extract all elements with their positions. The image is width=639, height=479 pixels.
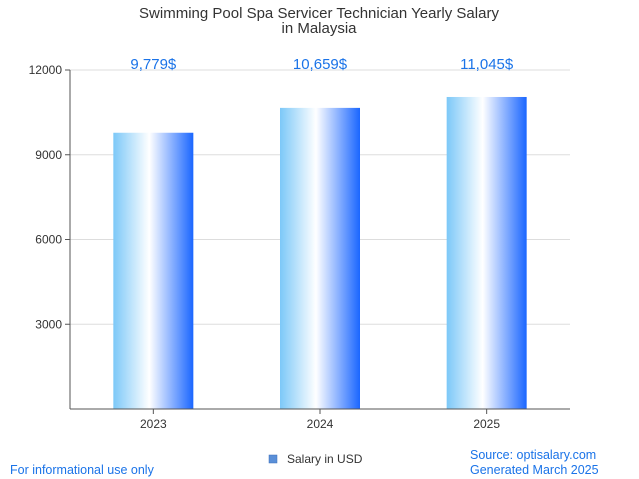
legend: Salary in USD: [268, 452, 363, 466]
y-tick-label: 12000: [29, 63, 63, 77]
y-axis-ticks: 3000 6000 9000 12000: [29, 63, 70, 331]
disclaimer-text: For informational use only: [10, 463, 155, 477]
data-label-2025: 11,045$: [460, 56, 514, 73]
x-tick-label-2024: 2024: [307, 417, 334, 431]
x-tick-label-2025: 2025: [473, 417, 500, 431]
x-tick-label-2023: 2023: [140, 417, 167, 431]
data-label-2023: 9,779$: [130, 56, 177, 73]
data-label-2024: 10,659$: [293, 56, 348, 73]
generated-date: Generated March 2025: [470, 463, 599, 477]
bar-2025: [446, 96, 527, 409]
chart-title-line-1: Swimming Pool Spa Servicer Technician Ye…: [139, 5, 499, 22]
bars: [113, 96, 527, 410]
bar-2024: [280, 107, 360, 410]
legend-label: Salary in USD: [287, 452, 363, 466]
x-axis-ticks: 2023 2024 2025: [140, 409, 500, 431]
y-tick-label: 3000: [35, 317, 62, 331]
y-tick-label: 6000: [35, 233, 62, 247]
y-tick-label: 9000: [35, 148, 62, 162]
data-labels: 9,779$ 10,659$ 11,045$: [130, 56, 513, 73]
source-link[interactable]: Source: optisalary.com: [470, 448, 596, 462]
legend-swatch: [268, 454, 278, 464]
chart-title-line-2: in Malaysia: [281, 20, 357, 37]
bar-2023: [113, 132, 194, 409]
